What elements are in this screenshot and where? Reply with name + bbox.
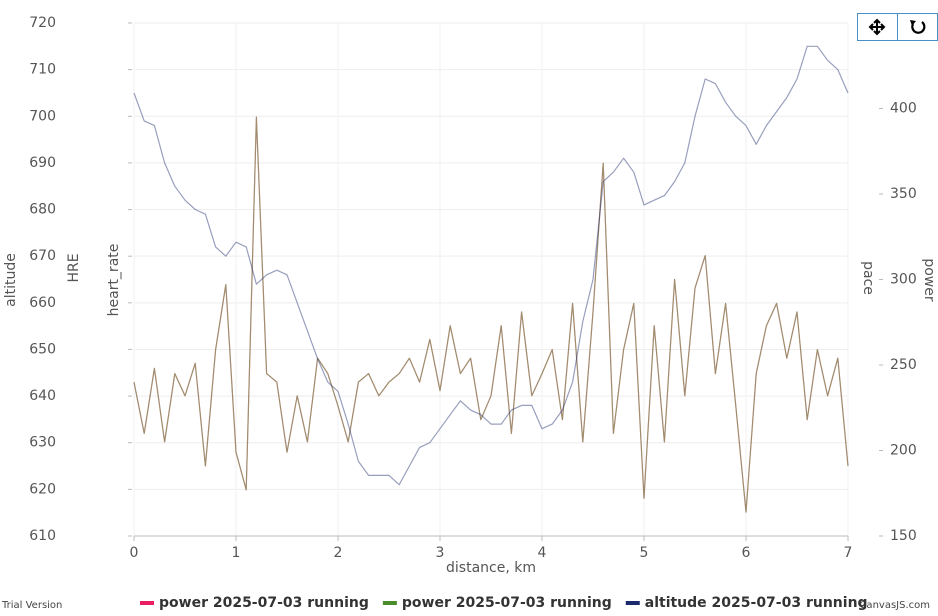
- y-tick-label: 670: [29, 248, 56, 264]
- y-axis-title: heart_rate: [106, 244, 122, 317]
- y-tick-label: 650: [29, 341, 56, 357]
- y-tick-label: 660: [29, 295, 56, 311]
- y-axis-title: HRE: [66, 253, 82, 282]
- y2-tick-label: 300: [890, 272, 917, 288]
- y-tick-label: 630: [29, 435, 56, 451]
- y2-tick-label: 250: [890, 357, 917, 373]
- y2-tick-label: 200: [890, 443, 917, 459]
- y-tick-label: 620: [29, 481, 56, 497]
- x-tick-label: 2: [334, 545, 343, 561]
- pan-icon: [868, 18, 886, 36]
- y-axis-title: altitude: [3, 253, 19, 307]
- watermark: CanvasJS.com: [859, 600, 930, 611]
- reset-icon-head: [910, 20, 916, 26]
- y-tick-label: 680: [29, 202, 56, 218]
- x-axis-title: distance, km: [446, 560, 536, 576]
- x-tick-label: 5: [640, 545, 649, 561]
- y-tick-label: 690: [29, 155, 56, 171]
- y2-axis-title: pace: [860, 261, 876, 295]
- watermark: Trial Version: [1, 600, 62, 611]
- legend-item: altitude 2025-07-03 running: [625, 595, 868, 611]
- x-tick-label: 0: [130, 545, 139, 561]
- legend-item: power 2025-07-03 running: [140, 595, 369, 611]
- legend-label: altitude 2025-07-03 running: [645, 595, 868, 611]
- y-tick-label: 710: [29, 62, 56, 78]
- y-tick-label: 700: [29, 108, 56, 124]
- y2-tick-label: 150: [890, 528, 917, 544]
- reset-button[interactable]: [897, 13, 938, 41]
- y2-axis-title: power: [921, 258, 937, 302]
- x-tick-label: 4: [538, 545, 547, 561]
- x-tick-label: 6: [742, 545, 751, 561]
- x-tick-label: 7: [844, 545, 853, 561]
- reset-icon: [911, 21, 926, 34]
- legend-item: power 2025-07-03 running: [382, 595, 612, 611]
- data-line: [133, 116, 849, 513]
- y-tick-label: 640: [29, 388, 56, 404]
- legend-label: power 2025-07-03 running: [159, 595, 369, 611]
- y-tick-label: 720: [29, 15, 56, 31]
- data-line: [133, 45, 849, 486]
- x-tick-label: 1: [232, 545, 241, 561]
- y2-tick-label: 400: [890, 101, 917, 117]
- y2-tick-label: 350: [890, 186, 917, 202]
- toolbar[interactable]: [857, 13, 938, 41]
- x-tick-label: 3: [436, 545, 445, 561]
- y-tick-label: 610: [29, 528, 56, 544]
- legend-label: power 2025-07-03 running: [402, 595, 612, 611]
